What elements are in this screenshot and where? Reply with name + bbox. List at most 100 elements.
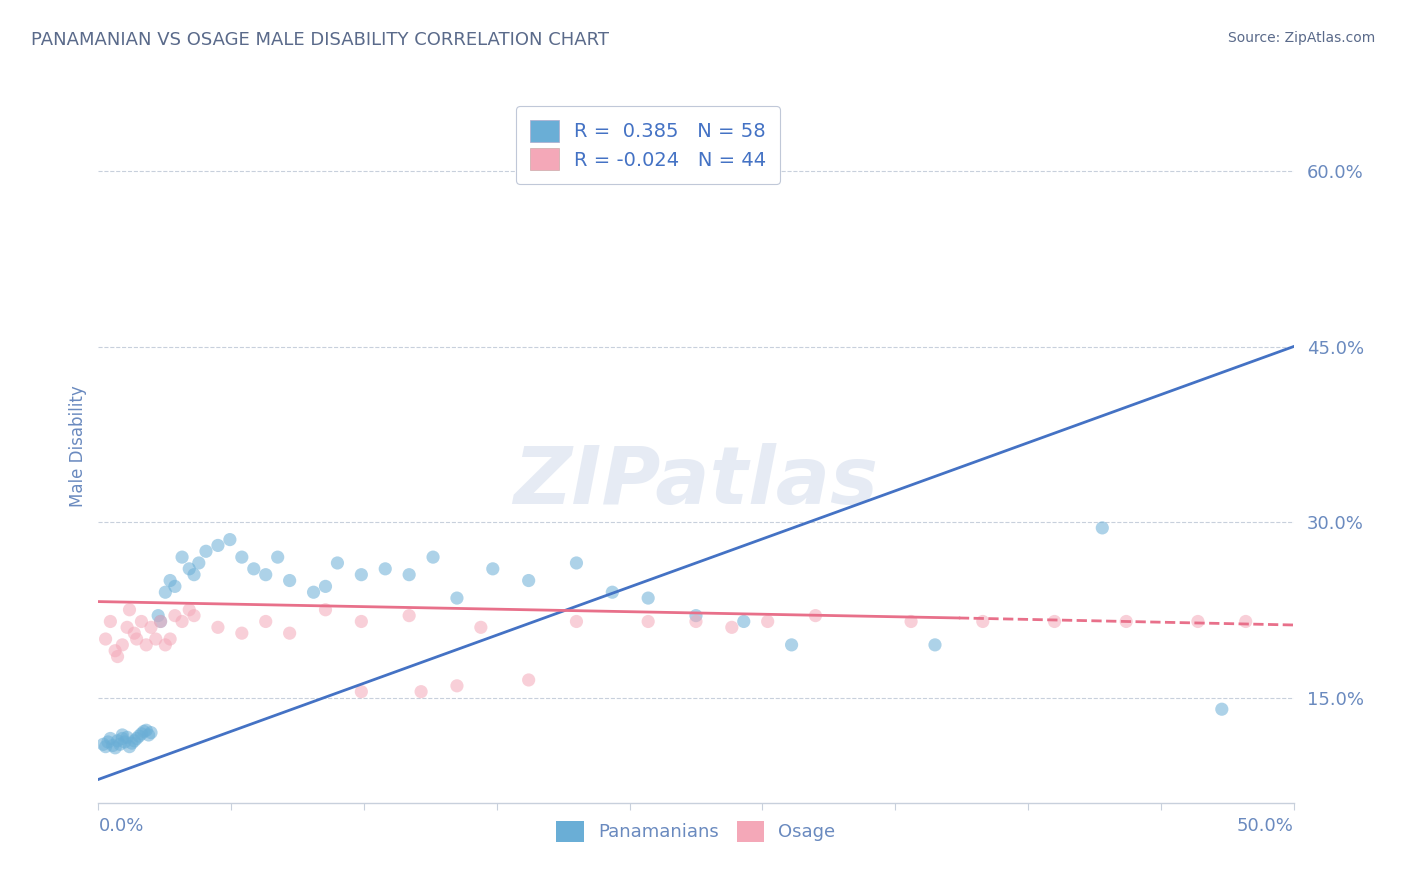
Point [804,608,827,623]
Point [278,626,301,640]
Point [315,603,337,617]
Point [132,724,155,739]
Point [243,562,266,576]
Point [481,562,505,576]
Point [135,638,157,652]
Point [124,626,146,640]
Point [326,556,349,570]
Point [398,567,420,582]
Point [114,735,136,749]
Point [131,615,153,629]
Point [187,556,209,570]
Text: PANAMANIAN VS OSAGE MALE DISABILITY CORRELATION CHART: PANAMANIAN VS OSAGE MALE DISABILITY CORR… [31,31,609,49]
Point [139,620,162,634]
Point [254,567,277,582]
Point [637,591,659,605]
Point [149,615,172,629]
Point [517,673,540,687]
Point [1211,702,1233,716]
Legend: Panamanians, Osage: Panamanians, Osage [547,812,845,851]
Point [97,735,120,749]
Point [128,729,150,743]
Point [446,679,468,693]
Point [1091,521,1114,535]
Point [721,620,744,634]
Point [565,556,588,570]
Text: ZIPatlas: ZIPatlas [513,442,879,521]
Point [231,626,253,640]
Point [302,585,325,599]
Point [219,533,242,547]
Point [1234,615,1257,629]
Point [145,632,167,646]
Point [517,574,540,588]
Point [685,615,707,629]
Point [125,731,148,746]
Point [163,608,186,623]
Text: 0.0%: 0.0% [98,817,143,835]
Y-axis label: Male Disability: Male Disability [69,385,87,507]
Point [94,632,117,646]
Point [207,620,229,634]
Point [138,728,160,742]
Point [104,740,127,755]
Point [900,615,922,629]
Point [422,550,444,565]
Point [121,736,143,750]
Point [108,737,131,751]
Point [350,684,373,698]
Point [125,632,148,646]
Point [350,615,373,629]
Point [98,731,122,746]
Point [374,562,396,576]
Point [115,620,138,634]
Point [685,608,707,623]
Point [411,684,433,698]
Point [118,739,141,754]
Text: 50.0%: 50.0% [1237,817,1294,835]
Point [733,615,755,629]
Point [278,574,301,588]
Point [183,567,205,582]
Point [446,591,468,605]
Point [107,733,129,747]
Point [91,737,114,751]
Point [565,615,588,629]
Point [98,615,122,629]
Point [107,649,129,664]
Point [131,727,153,741]
Point [756,615,779,629]
Point [780,638,803,652]
Point [172,550,194,565]
Point [159,574,181,588]
Point [139,725,162,739]
Point [124,733,146,747]
Point [315,579,337,593]
Point [924,638,946,652]
Point [350,567,373,582]
Point [1043,615,1066,629]
Point [231,550,253,565]
Point [118,603,141,617]
Point [179,562,201,576]
Point [172,615,194,629]
Point [1187,615,1209,629]
Point [148,608,170,623]
Point [115,731,138,745]
Point [135,723,157,738]
Point [637,615,659,629]
Point [104,644,127,658]
Point [111,638,134,652]
Point [470,620,492,634]
Point [183,608,205,623]
Point [163,579,186,593]
Point [94,739,117,754]
Point [398,608,420,623]
Text: Source: ZipAtlas.com: Source: ZipAtlas.com [1227,31,1375,45]
Point [207,538,229,552]
Point [267,550,290,565]
Point [159,632,181,646]
Point [111,731,134,746]
Point [149,615,172,629]
Point [972,615,994,629]
